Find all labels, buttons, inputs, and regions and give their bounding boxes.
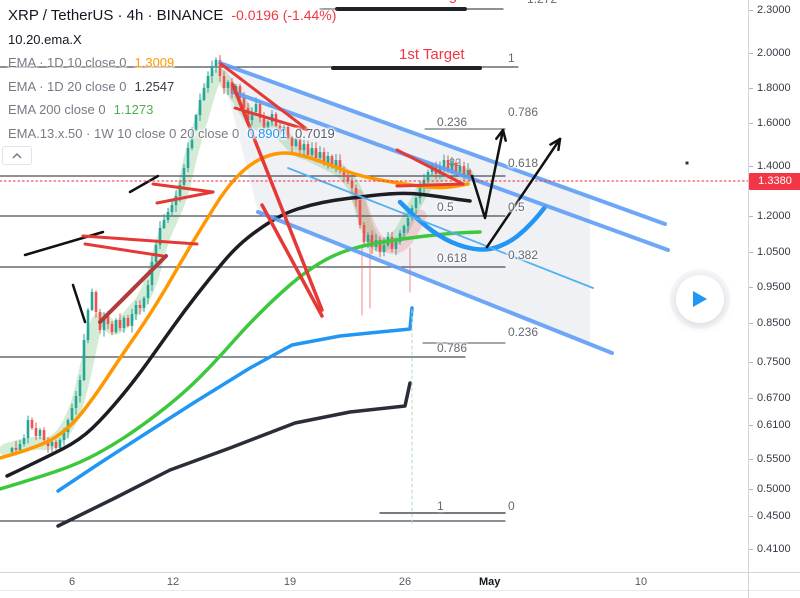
price-tick-label: 2.3000: [757, 4, 791, 16]
time-tick-label: 12: [166, 576, 180, 588]
fib-level-label: 0.786: [437, 341, 468, 355]
fib-level-label: 0.786: [508, 105, 539, 119]
fib-level-label: 1: [437, 499, 444, 513]
legend-label: EMA 200 close 0: [8, 102, 106, 117]
play-icon: [693, 291, 707, 307]
fib-level-label: 0.382: [508, 248, 539, 262]
time-tick-label: 6: [68, 576, 76, 588]
symbol-title: XRP / TetherUS · 4h · BINANCE: [8, 7, 224, 24]
target-label: 2nd Target: [399, 0, 470, 4]
dot-marker: [685, 161, 689, 165]
price-tick-label: 1.8000: [757, 82, 791, 94]
price-tick-label: 0.6100: [757, 419, 791, 431]
legend-row-ema20[interactable]: EMA · 1D 20 close 0 1.2547: [8, 75, 336, 99]
axis-tick: [749, 216, 753, 217]
legend-label: EMA · 1D 10 close 0: [8, 55, 127, 70]
legend-value-2: 0.7019: [295, 125, 335, 141]
chart-pane[interactable]: 82 XRP / TetherUS · 4h · BINANCE -0.0196 …: [0, 0, 748, 572]
price-tick-label: 0.6700: [757, 392, 791, 404]
price-tick-label: 0.7500: [757, 356, 791, 368]
axis-tick: [749, 362, 753, 363]
axis-tick: [749, 10, 753, 11]
weekly-ema-10-line: [56, 306, 414, 493]
price-tick-label: 0.5500: [757, 453, 791, 465]
fib-level-label: 1: [508, 51, 515, 65]
price-tick-label: 0.4500: [757, 510, 791, 522]
fib-level-label: 0.236: [437, 115, 468, 129]
axis-tick: [749, 166, 753, 167]
parallel-channel-lines: [218, 61, 670, 355]
long-wicks: [361, 239, 411, 316]
axis-tick: [749, 123, 753, 124]
legend-collapse-button[interactable]: [2, 146, 32, 165]
axis-tick: [749, 323, 753, 324]
fib-level-label: 1.272: [527, 0, 557, 6]
target-label: 1st Target: [399, 46, 465, 63]
indicator-title[interactable]: 10.20.ema.X: [8, 32, 82, 47]
price-tick-label: 0.9500: [757, 281, 791, 293]
fib-level-label: 0.5: [508, 200, 525, 214]
legend-row-weekly-ema[interactable]: EMA.13.x.50 · 1W 10 close 0 20 close 0 0.…: [8, 122, 336, 146]
legend-value: 1.1273: [113, 102, 154, 117]
time-tick-label: 26: [398, 576, 412, 588]
price-tick-label: 0.5000: [757, 483, 791, 495]
chart-legend: XRP / TetherUS · 4h · BINANCE -0.0196 (-1…: [8, 2, 336, 145]
price-tick-label: 2.0000: [757, 47, 791, 59]
axis-tick: [749, 549, 753, 550]
legend-value: 1.2547: [134, 78, 175, 94]
current-price-badge: 1.3380: [749, 173, 800, 190]
time-tick-label: 10: [634, 576, 648, 588]
axis-tick: [749, 252, 753, 253]
axis-tick: [749, 53, 753, 54]
ema-200-line: [0, 230, 482, 491]
axis-tick: [749, 287, 753, 288]
fib-level-label: 0.5: [437, 200, 454, 214]
legend-value: 1.3009: [134, 55, 175, 70]
legend-row-ema200[interactable]: EMA 200 close 0 1.1273: [8, 98, 336, 122]
price-tick-label: 1.4000: [757, 160, 791, 172]
replay-play-button[interactable]: [676, 275, 724, 323]
fib-level-label: 0: [508, 499, 515, 513]
channel-fill: [220, 63, 590, 344]
axis-corner-separator: [748, 573, 749, 598]
fib-level-label: 0.618: [437, 251, 468, 265]
ema-1d-20-line: [5, 191, 472, 478]
axis-tick: [749, 398, 753, 399]
axis-tick: [749, 425, 753, 426]
price-tick-label: 0.4100: [757, 543, 791, 555]
price-tick-label: 1.2000: [757, 210, 791, 222]
axis-tick: [749, 88, 753, 89]
trend-arrows: [470, 128, 562, 249]
legend-row-ema10[interactable]: EMA · 1D 10 close 0 1.3009: [8, 51, 336, 75]
price-tick-label: 1.0500: [757, 246, 791, 258]
axis-tick: [749, 459, 753, 460]
time-axis-border: [0, 590, 800, 591]
chevron-up-icon: [12, 152, 22, 159]
legend-label: EMA.13.x.50 · 1W 10 close 0 20 close 0: [8, 125, 240, 141]
axis-tick: [749, 516, 753, 517]
symbol-title-row[interactable]: XRP / TetherUS · 4h · BINANCE -0.0196 (-1…: [8, 2, 336, 29]
time-tick-label: May: [479, 576, 501, 588]
legend-label: EMA · 1D 20 close 0: [8, 78, 127, 94]
fib-level-label: 0.618: [508, 156, 539, 170]
ema-1d-10-line: [0, 151, 470, 460]
time-axis[interactable]: 6 12 19 26 May 10: [0, 572, 800, 598]
price-chart-canvas[interactable]: 82: [0, 0, 748, 572]
axis-tick: [749, 489, 753, 490]
target-price-lines: [331, 7, 482, 70]
price-axis[interactable]: 2.3000 2.0000 1.8000 1.6000 1.4000 1.2000 1.05…: [748, 0, 800, 572]
dot-marker: [685, 161, 689, 165]
legend-value: 0.8901: [247, 125, 287, 141]
fib-level-label: 0.236: [508, 325, 539, 339]
time-tick-label: 19: [283, 576, 297, 588]
price-tick-label: 0.8500: [757, 317, 791, 329]
price-tick-label: 1.6000: [757, 117, 791, 129]
price-change: -0.0196 (-1.44%): [231, 7, 337, 23]
weekly-ema-20-line: [56, 381, 412, 528]
horizontal-levels: [0, 8, 519, 522]
trendline-drawings: [23, 62, 465, 324]
